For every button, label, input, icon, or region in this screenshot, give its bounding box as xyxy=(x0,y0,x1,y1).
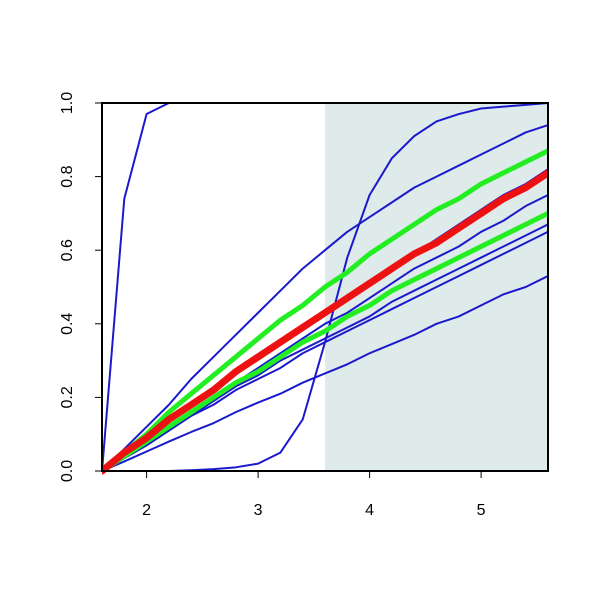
curve xyxy=(102,169,548,475)
x-tick-label: 4 xyxy=(365,502,374,519)
x-tick-label: 5 xyxy=(477,502,486,519)
x-tick-label: 3 xyxy=(254,502,263,519)
curve xyxy=(102,148,548,474)
y-tick-label: 1.0 xyxy=(59,92,76,114)
curve xyxy=(102,210,548,474)
y-tick-label: 0.0 xyxy=(59,460,76,482)
y-tick-label: 0.2 xyxy=(59,386,76,408)
curve xyxy=(102,274,548,472)
y-tick-label: 0.8 xyxy=(59,165,76,187)
curve xyxy=(102,124,548,472)
plot-frame xyxy=(101,102,549,472)
y-tick-label: 0.6 xyxy=(59,239,76,261)
curve xyxy=(102,230,548,472)
x-tick-label: 2 xyxy=(142,502,151,519)
y-tick-label: 0.4 xyxy=(59,313,76,335)
